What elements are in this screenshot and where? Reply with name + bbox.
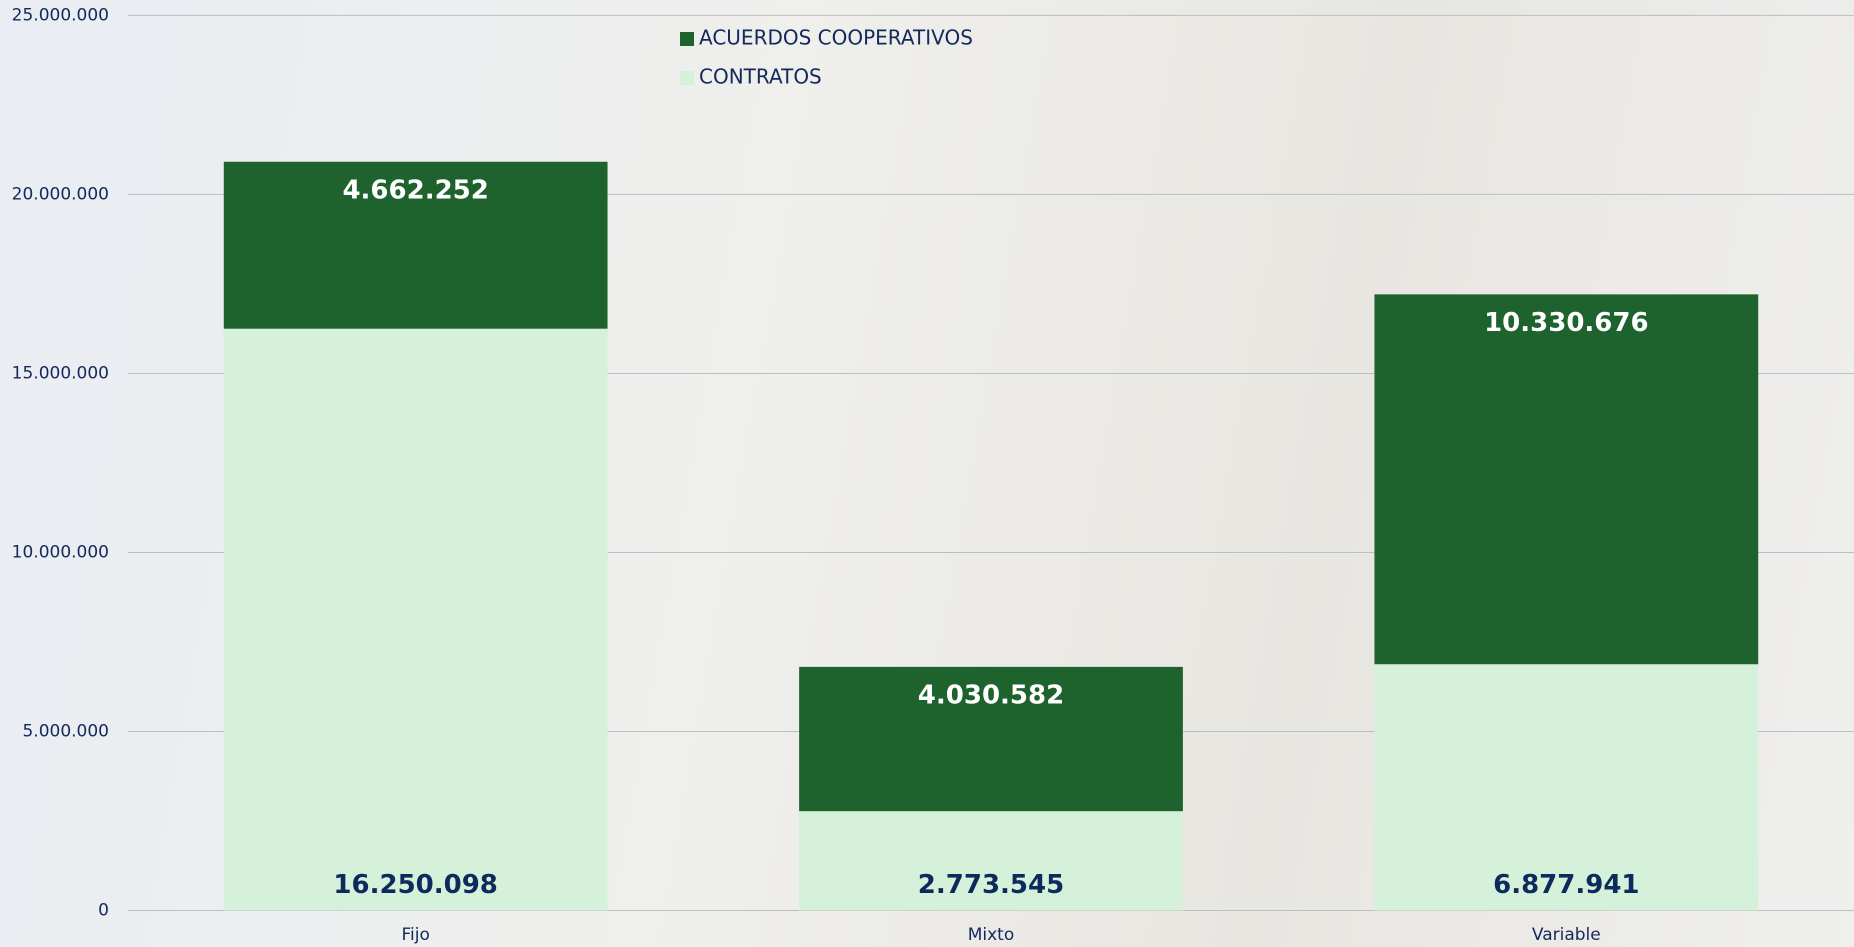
value-label: 10.330.676 <box>1484 308 1648 338</box>
legend-label: CONTRATOS <box>699 65 822 89</box>
bar-segment <box>223 161 608 329</box>
x-tick-label: Fijo <box>401 925 429 945</box>
value-label: 4.662.252 <box>342 175 488 205</box>
legend-swatch <box>680 71 694 85</box>
legend-label: ACUERDOS COOPERATIVOS <box>699 26 973 50</box>
bar-segment <box>223 328 608 911</box>
y-tick-label: 25.000.000 <box>12 5 109 25</box>
x-tick-label: Mixto <box>968 925 1015 945</box>
value-label: 2.773.545 <box>918 870 1064 900</box>
value-label: 16.250.098 <box>333 870 497 900</box>
y-tick-label: 5.000.000 <box>22 721 109 741</box>
y-tick-label: 20.000.000 <box>12 184 109 204</box>
y-tick-label: 10.000.000 <box>12 542 109 562</box>
y-tick-label: 0 <box>98 901 109 921</box>
legend-swatch <box>680 32 694 46</box>
bar-segment <box>799 811 1183 911</box>
y-tick-label: 15.000.000 <box>12 363 109 383</box>
bar-segment <box>799 666 1183 812</box>
x-tick-label: Variable <box>1532 925 1601 945</box>
bar-segment <box>1374 664 1759 911</box>
value-label: 6.877.941 <box>1493 870 1639 900</box>
value-label: 4.030.582 <box>918 680 1064 710</box>
bar-segment <box>1374 294 1759 665</box>
